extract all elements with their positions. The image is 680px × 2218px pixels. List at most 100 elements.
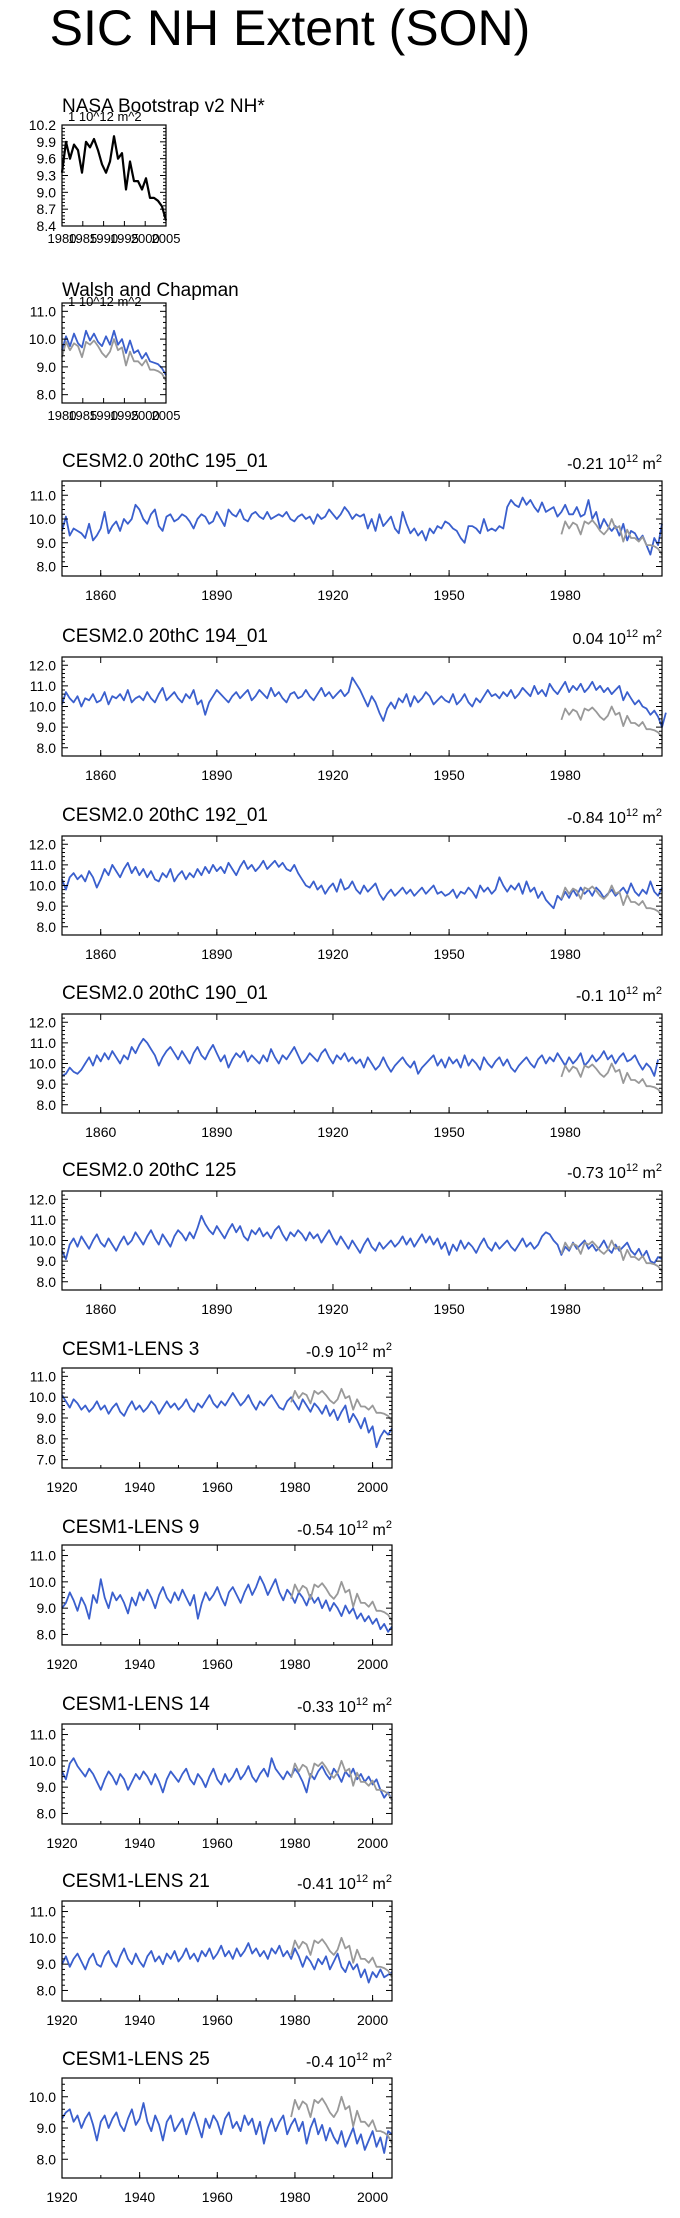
y-tick-label: 10.0 (29, 1574, 56, 1590)
trend-label: -0.1 1012 m2 (576, 985, 662, 1005)
trend-value: 0.04 10 (572, 631, 625, 648)
plot-frame (61, 480, 663, 577)
y-tick-label: 12.0 (29, 1191, 56, 1207)
y-tick-label: 11.0 (30, 303, 56, 319)
y-tick-label: 10.0 (29, 511, 56, 527)
panel-4: 8.0 9.0 10.0 11.0 12.0 1860 1890 1920 1950 1980 CE… (29, 626, 667, 783)
x-tick-label: 1860 (85, 767, 116, 783)
panel-3: 8.0 9.0 10.0 11.0 1860 1890 1920 1950 1980 CESM2.… (29, 451, 663, 603)
x-tick-label: 1860 (85, 1301, 116, 1317)
panel-title: CESM1-LENS 3 (62, 1339, 199, 1360)
x-tick-label: 1940 (124, 1835, 155, 1851)
y-tick-label: 9.0 (37, 719, 57, 735)
trend-label: -0.4 1012 m2 (306, 2051, 392, 2071)
x-tick-label: 1890 (201, 1124, 232, 1140)
series-line-9-2 (290, 1580, 393, 1622)
series-line-6-2 (560, 1062, 663, 1095)
plot-frame (61, 835, 663, 936)
y-tick-label: 8.7 (37, 201, 57, 217)
trend-label: -0.21 1012 m2 (567, 453, 662, 473)
series-line-11-2 (290, 1936, 393, 1978)
trend-unit-exponent: 2 (656, 453, 662, 465)
x-tick-label: 2000 (357, 2189, 388, 2205)
y-tick-label: 9.0 (37, 359, 57, 375)
trend-label: -0.41 1012 m2 (297, 1873, 392, 1893)
x-tick-label: 1920 (46, 1835, 77, 1851)
x-tick-label: 1960 (202, 2012, 233, 2028)
trend-unit: m (368, 1876, 386, 1893)
trend-exponent: 12 (626, 453, 638, 465)
y-tick-label: 11.0 (30, 1368, 56, 1384)
series-line-7-1 (61, 1214, 663, 1265)
trend-label: 0.04 1012 m2 (572, 628, 662, 648)
panel-title: CESM1-LENS 21 (62, 1871, 210, 1892)
panel-title: NASA Bootstrap v2 NH* (62, 96, 265, 117)
y-tick-label: 8.0 (37, 387, 57, 403)
trend-unit: m (368, 1699, 386, 1716)
trend-exponent: 12 (626, 1162, 638, 1174)
series-line-11-1 (61, 1942, 393, 1984)
y-tick-label: 8.4 (37, 218, 57, 234)
x-tick-label: 1950 (434, 946, 465, 962)
y-tick-label: 11.0 (30, 678, 56, 694)
x-tick-label: 1980 (48, 231, 77, 246)
panel-5: 8.0 9.0 10.0 11.0 12.0 1860 1890 1920 1950 1980 CE… (29, 805, 663, 962)
multiplier-label: 1 10^12 m^2 (68, 109, 142, 124)
x-tick-label: 2000 (357, 1656, 388, 1672)
panel-title: CESM2.0 20thC 194_01 (62, 626, 268, 647)
panel-title: CESM2.0 20thC 190_01 (62, 983, 268, 1004)
y-tick-label: 9.0 (37, 184, 57, 200)
trend-exponent: 12 (356, 1873, 368, 1885)
y-tick-label: 9.0 (37, 1600, 57, 1616)
panel-1: 8.48.79.09.39.69.910.2198019851990199520… (29, 96, 266, 246)
x-tick-label: 2005 (152, 408, 181, 423)
x-tick-label: 1950 (434, 1301, 465, 1317)
plot-frame (61, 1900, 393, 2002)
y-tick-label: 10.0 (29, 1233, 56, 1249)
y-tick-label: 12.0 (29, 657, 56, 673)
x-tick-label: 1980 (550, 1301, 581, 1317)
x-tick-label: 1985 (68, 408, 97, 423)
y-tick-label: 10.0 (29, 1389, 56, 1405)
panel-7: 8.0 9.0 10.0 11.0 12.0 1860 1890 1920 1950 1980 CE… (29, 1160, 663, 1317)
x-tick-label: 1950 (434, 587, 465, 603)
x-tick-label: 1990 (89, 408, 118, 423)
series-line-10-2 (290, 1759, 393, 1801)
y-tick-label: 9.6 (37, 151, 57, 167)
series-line-4-1 (61, 676, 667, 728)
x-tick-label: 1995 (110, 408, 139, 423)
y-tick-label: 8.0 (37, 1982, 57, 1998)
x-tick-label: 1980 (279, 2189, 310, 2205)
x-tick-label: 1980 (279, 1479, 310, 1495)
trend-unit: m (638, 1165, 656, 1182)
x-tick-label: 1950 (434, 767, 465, 783)
trend-unit-exponent: 2 (386, 1519, 392, 1531)
x-tick-label: 1920 (46, 1656, 77, 1672)
y-tick-label: 10.0 (29, 331, 56, 347)
trend-label: -0.73 1012 m2 (567, 1162, 662, 1182)
x-tick-label: 1890 (201, 587, 232, 603)
y-tick-label: 9.0 (37, 898, 57, 914)
page-title: SIC NH Extent (SON) (50, 0, 531, 56)
x-tick-label: 1980 (550, 587, 581, 603)
y-tick-label: 11.0 (30, 1548, 56, 1564)
y-tick-label: 9.0 (37, 1956, 57, 1972)
y-tick-label: 10.0 (29, 1753, 56, 1769)
trend-unit-exponent: 2 (386, 1873, 392, 1885)
x-tick-label: 2000 (131, 231, 160, 246)
x-tick-label: 1980 (279, 2012, 310, 2028)
x-tick-label: 1960 (202, 1656, 233, 1672)
plot-frame (61, 1190, 663, 1291)
series-line-8-1 (61, 1392, 393, 1449)
panel-8: 7.0 8.0 9.0 10.0 11.0 1920 1940 1960 1980 2000 CES… (29, 1339, 393, 1495)
trend-unit-exponent: 2 (656, 807, 662, 819)
trend-unit: m (638, 810, 656, 827)
x-tick-label: 1860 (85, 946, 116, 962)
trend-label: -0.54 1012 m2 (297, 1519, 392, 1539)
trend-unit-exponent: 2 (386, 1341, 392, 1353)
y-tick-label: 11.0 (30, 1904, 56, 1920)
trend-unit-exponent: 2 (656, 985, 662, 997)
trend-value: -0.54 10 (297, 1522, 356, 1539)
